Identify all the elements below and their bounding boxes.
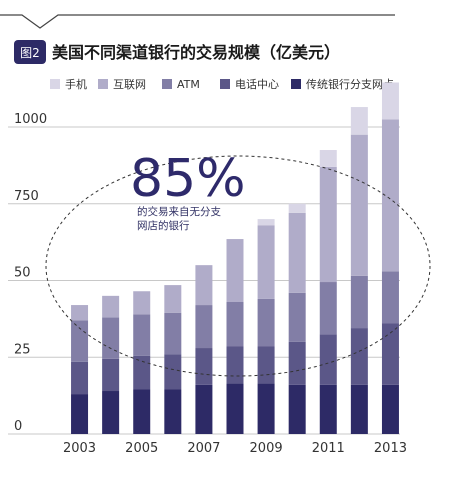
legend-swatch-call-center xyxy=(220,79,230,89)
bars xyxy=(71,82,399,434)
bar-segment xyxy=(195,265,213,306)
header-rule xyxy=(0,14,395,29)
bar-segment xyxy=(381,271,399,324)
bar-segment xyxy=(71,361,89,395)
bar-segment xyxy=(164,354,182,390)
x-axis-labels: 2003 2005 2007 2009 2011 2013 xyxy=(63,441,407,456)
bar-segment xyxy=(350,384,368,434)
bar-segment xyxy=(319,282,337,335)
bar-segment xyxy=(133,389,151,434)
bar-segment xyxy=(288,384,306,434)
bar-segment xyxy=(381,323,399,385)
legend-label-mobile: 手机 xyxy=(65,77,87,91)
bar-segment xyxy=(102,295,120,318)
bar-segment xyxy=(350,275,368,329)
bar-segment xyxy=(319,166,337,283)
annotation-line-1: 的交易来自无分支 xyxy=(137,205,221,218)
bar-segment xyxy=(226,346,244,384)
bar-segment xyxy=(288,292,306,342)
bar-segment xyxy=(164,389,182,434)
bar-segment xyxy=(195,305,213,349)
bar-segment xyxy=(226,301,244,347)
bar-segment xyxy=(350,107,368,135)
bar-segment xyxy=(319,384,337,434)
legend-label-branch: 传统银行分支网点 xyxy=(306,77,394,91)
bar-segment xyxy=(226,383,244,434)
x-tick-label: 2003 xyxy=(63,441,96,456)
bar-segment xyxy=(319,334,337,385)
y-tick-label: 1000 xyxy=(14,112,47,127)
annotation-ellipse xyxy=(45,155,431,377)
bar-segment xyxy=(257,346,275,384)
legend-swatch-internet xyxy=(98,79,108,89)
bar-segment xyxy=(226,239,244,302)
figure-badge xyxy=(14,40,46,64)
y-tick-label: 25 xyxy=(14,342,31,357)
x-tick-label: 2005 xyxy=(125,441,158,456)
bar-segment xyxy=(164,285,182,313)
bar-segment xyxy=(195,384,213,434)
legend-swatch-branch xyxy=(291,79,301,89)
x-tick-label: 2011 xyxy=(312,441,345,456)
bar-segment xyxy=(102,317,120,359)
bar-segment xyxy=(71,305,89,321)
bar-segment xyxy=(381,384,399,434)
x-tick-label: 2007 xyxy=(187,441,220,456)
y-tick-label: 0 xyxy=(14,419,22,434)
y-tick-label: 750 xyxy=(14,189,39,204)
bar-segment xyxy=(350,328,368,385)
bar-segment xyxy=(133,314,151,356)
bar-segment xyxy=(257,225,275,299)
bar-segment xyxy=(288,212,306,293)
bar-segment xyxy=(195,348,213,385)
bar-segment xyxy=(288,341,306,385)
x-tick-label: 2009 xyxy=(250,441,283,456)
y-tick-label: 50 xyxy=(14,266,31,281)
bar-segment xyxy=(350,134,368,276)
legend-label-call-center: 电话中心 xyxy=(235,78,279,91)
chart-title: 美国不同渠道银行的交易规模（亿美元） xyxy=(52,43,340,62)
bar-segment xyxy=(288,203,306,213)
legend-swatch-atm xyxy=(162,79,172,89)
legend: 手机 互联网 ATM 电话中心 传统银行分支网点 xyxy=(50,77,394,91)
bar-segment xyxy=(71,394,89,434)
annotation-percent: 85% xyxy=(130,149,246,209)
bar-segment xyxy=(133,355,151,390)
bar-segment xyxy=(381,82,399,120)
bar-segment xyxy=(102,358,120,392)
legend-swatch-mobile xyxy=(50,79,60,89)
legend-label-internet: 互联网 xyxy=(113,78,146,91)
annotation-line-2: 网店的银行 xyxy=(137,219,190,232)
bar-segment xyxy=(257,383,275,434)
bar-segment xyxy=(381,119,399,272)
bar-segment xyxy=(164,312,182,355)
figure-badge-label: 图2 xyxy=(20,46,40,60)
bar-segment xyxy=(71,320,89,362)
legend-label-atm: ATM xyxy=(177,78,200,91)
bar-segment xyxy=(257,219,275,226)
x-tick-label: 2013 xyxy=(374,441,407,456)
bar-segment xyxy=(102,391,120,434)
bar-segment xyxy=(133,291,151,315)
bar-segment xyxy=(319,150,337,167)
bar-segment xyxy=(257,298,275,347)
